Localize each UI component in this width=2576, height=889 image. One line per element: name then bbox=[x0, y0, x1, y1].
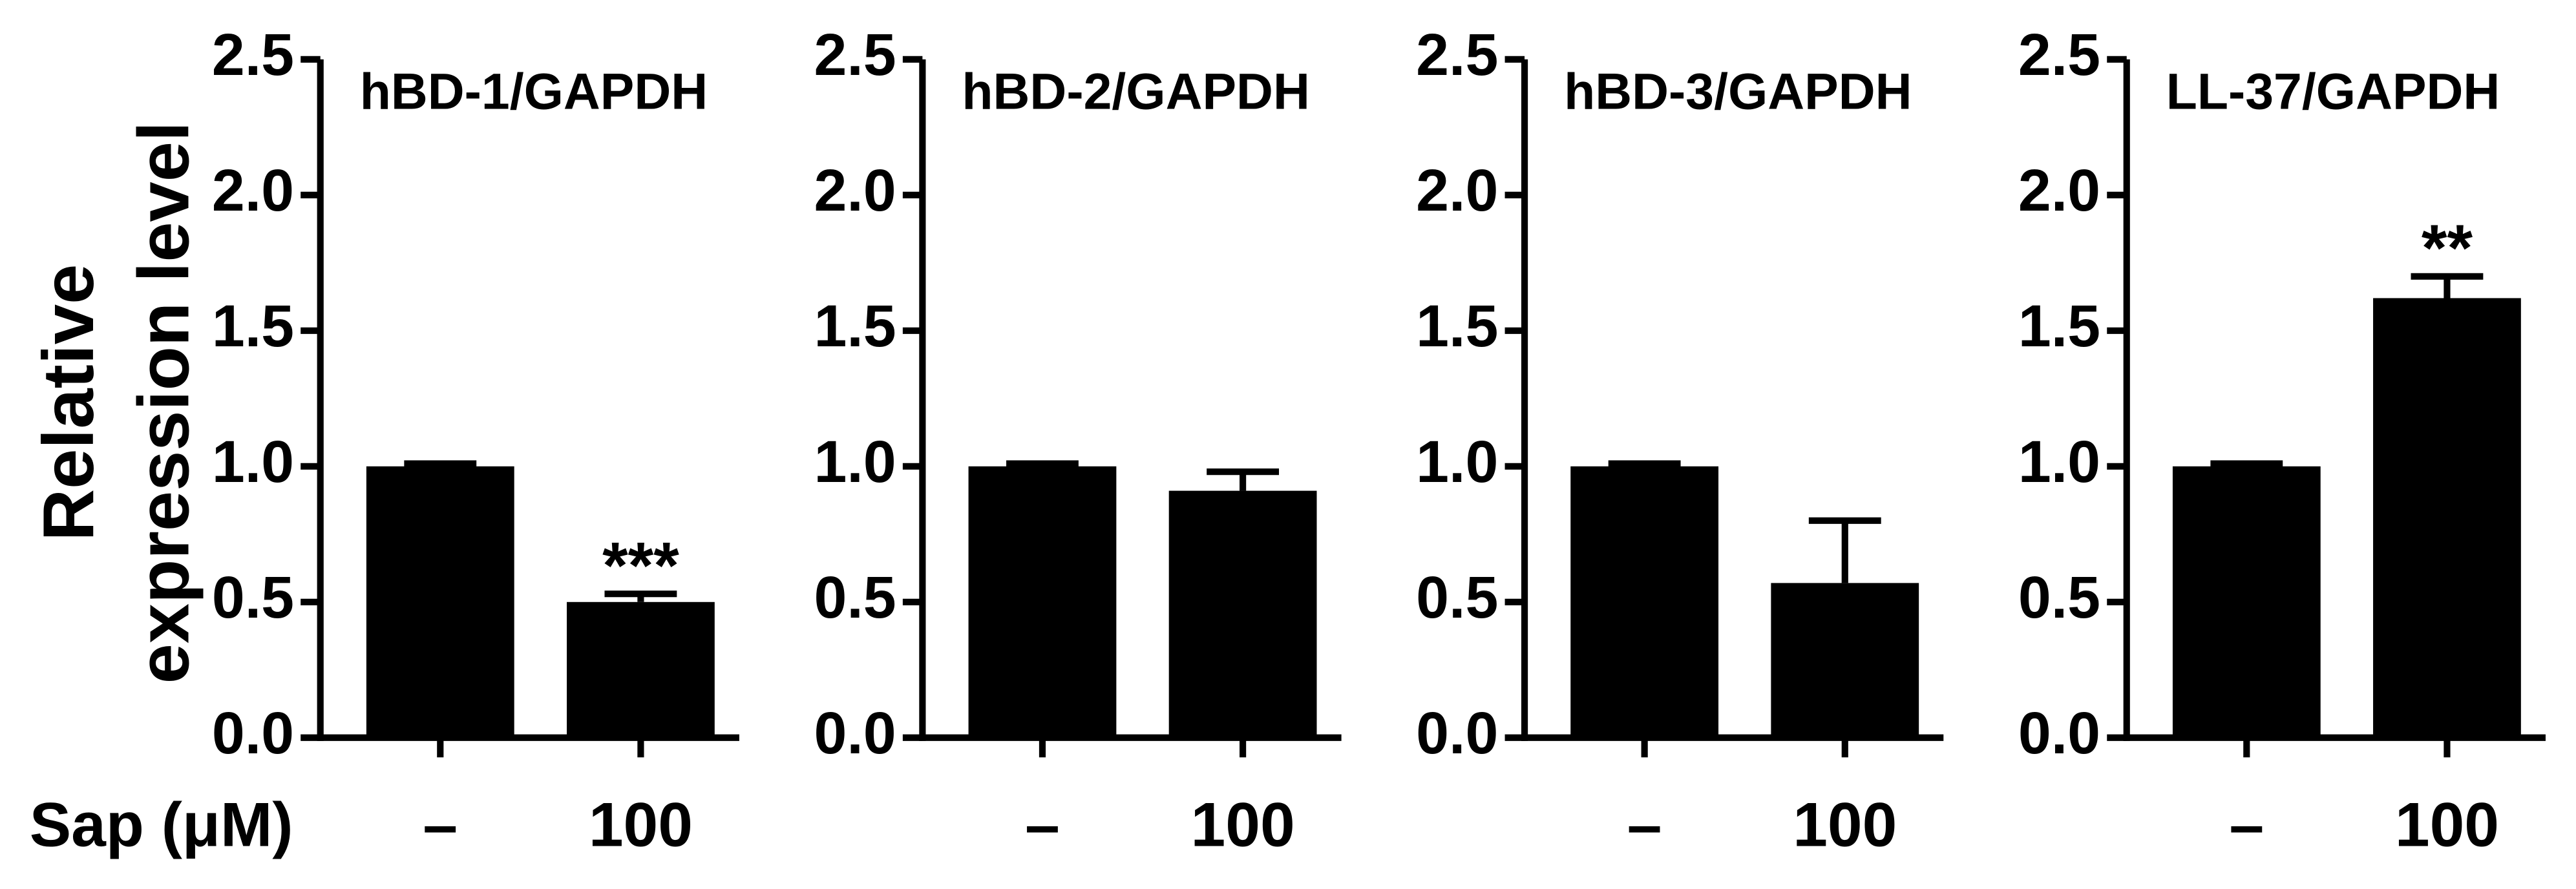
bar bbox=[1771, 583, 1919, 738]
error-bar bbox=[2210, 460, 2283, 467]
error-bar bbox=[1808, 517, 1881, 583]
y-tick-label: 0.5 bbox=[814, 565, 896, 631]
x-tick-label: – bbox=[2229, 791, 2264, 860]
bar bbox=[968, 466, 1117, 738]
y-tick-label: 0.0 bbox=[1416, 700, 1498, 766]
error-bar bbox=[1006, 460, 1079, 467]
y-tick-label: 0.0 bbox=[814, 700, 896, 766]
x-row-label: Sap (μM) bbox=[30, 791, 293, 860]
x-tick-label: – bbox=[423, 791, 458, 860]
y-tick-label: 0.5 bbox=[2018, 565, 2100, 631]
bar bbox=[567, 601, 715, 738]
error-bar bbox=[1207, 468, 1280, 491]
panel-title: hBD-2/GAPDH bbox=[962, 63, 1309, 120]
bar bbox=[366, 466, 514, 738]
x-tick-label: 100 bbox=[589, 791, 693, 860]
y-tick-label: 2.0 bbox=[1416, 158, 1498, 224]
x-tick-label: – bbox=[1025, 791, 1060, 860]
x-tick-label: 100 bbox=[1191, 791, 1295, 860]
bar bbox=[2373, 298, 2521, 738]
y-tick-label: 2.5 bbox=[1416, 22, 1498, 88]
error-bar bbox=[404, 460, 477, 467]
y-tick-label: 1.5 bbox=[1416, 293, 1498, 359]
y-tick-label: 2.0 bbox=[212, 158, 294, 224]
y-tick-label: 2.0 bbox=[2018, 158, 2100, 224]
y-tick-label: 0.5 bbox=[1416, 565, 1498, 631]
y-axis-label: Relative bbox=[28, 264, 109, 541]
y-tick-label: 0.0 bbox=[212, 700, 294, 766]
y-tick-label: 2.5 bbox=[212, 22, 294, 88]
y-tick-label: 2.5 bbox=[2018, 22, 2100, 88]
y-tick-label: 1.0 bbox=[814, 429, 896, 495]
panel-title: LL-37/GAPDH bbox=[2166, 63, 2500, 120]
y-tick-label: 1.5 bbox=[212, 293, 294, 359]
significance-label: ** bbox=[2422, 211, 2473, 285]
y-tick-label: 1.0 bbox=[2018, 429, 2100, 495]
y-tick-label: 0.5 bbox=[212, 565, 294, 631]
error-bar bbox=[1608, 460, 1681, 467]
y-tick-label: 2.5 bbox=[814, 22, 896, 88]
x-tick-label: 100 bbox=[1793, 791, 1897, 860]
y-tick-label: 2.0 bbox=[814, 158, 896, 224]
x-tick-label: – bbox=[1627, 791, 1662, 860]
y-tick-label: 0.0 bbox=[2018, 700, 2100, 766]
y-tick-label: 1.5 bbox=[2018, 293, 2100, 359]
panel-title: hBD-3/GAPDH bbox=[1564, 63, 1912, 120]
bar bbox=[2172, 466, 2321, 738]
x-tick-label: 100 bbox=[2395, 791, 2499, 860]
y-tick-label: 1.5 bbox=[814, 293, 896, 359]
y-tick-label: 1.0 bbox=[212, 429, 294, 495]
significance-label: *** bbox=[602, 528, 679, 602]
y-axis-label: expression level bbox=[123, 121, 204, 684]
error-bar bbox=[604, 591, 677, 602]
error-bar bbox=[2411, 273, 2484, 298]
bar bbox=[1168, 490, 1317, 738]
panel-title: hBD-1/GAPDH bbox=[360, 63, 708, 120]
bar bbox=[1570, 466, 1719, 738]
y-tick-label: 1.0 bbox=[1416, 429, 1498, 495]
